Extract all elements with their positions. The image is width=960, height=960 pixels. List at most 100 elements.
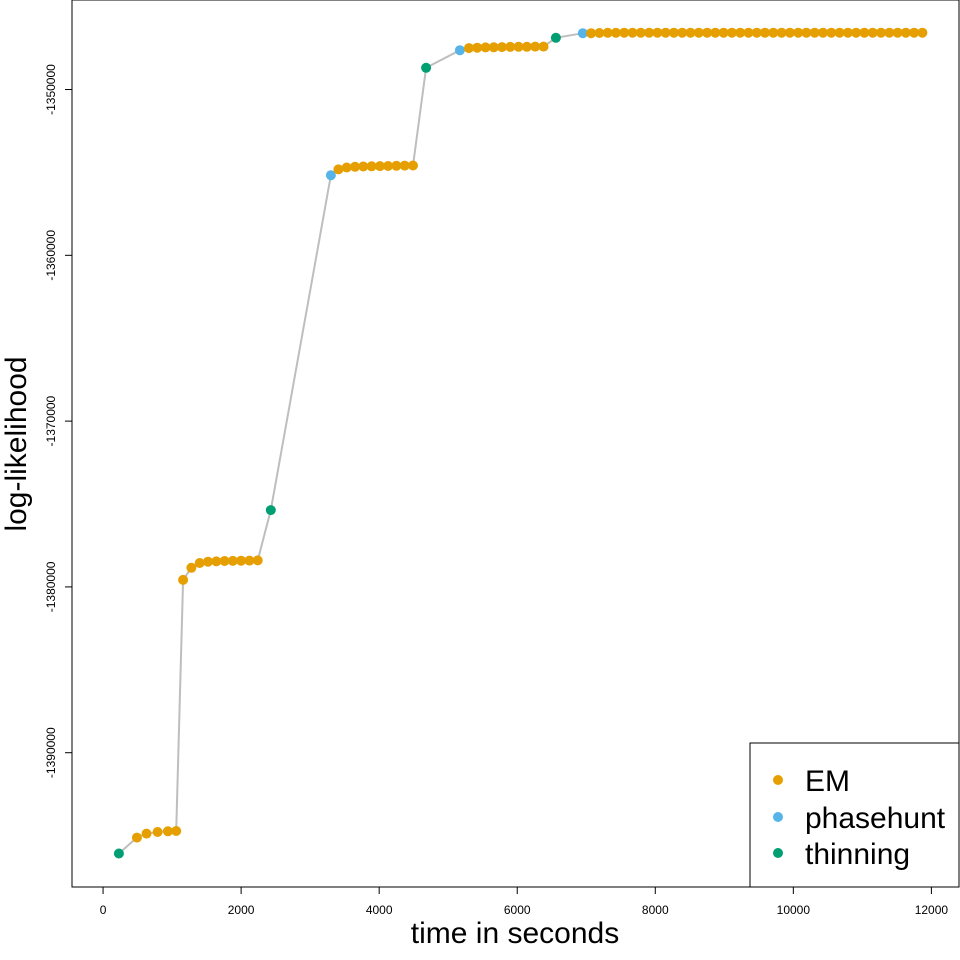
legend-box [749, 742, 960, 888]
data-point-em [480, 42, 491, 53]
data-point-em [350, 161, 360, 172]
data-point-em [505, 41, 516, 52]
data-point-em [186, 562, 197, 573]
data-point-em [867, 27, 878, 38]
data-point-em [586, 28, 597, 39]
data-point-em [203, 556, 213, 567]
legend-em-label: EM [805, 765, 850, 798]
data-point-em [227, 555, 238, 566]
data-point-em [718, 27, 729, 38]
x-tick-label: 6000 [504, 903, 531, 917]
data-point-em [743, 27, 754, 38]
data-point-em [776, 27, 787, 38]
data-point-em [809, 27, 820, 38]
data-point-em [171, 826, 182, 836]
data-point-em [244, 555, 255, 566]
y-axis-title: log-likelihood [0, 356, 33, 531]
legend-phasehunt-swatch [773, 812, 783, 822]
y-tick-label: -1350000 [44, 64, 58, 115]
data-point-em [685, 27, 696, 38]
connector-line [118, 31, 923, 855]
data-point-em [635, 27, 646, 38]
data-point-em [784, 27, 795, 38]
data-point-em [884, 27, 895, 38]
data-point-em [834, 27, 845, 38]
data-point-em [710, 27, 721, 38]
data-point-em [660, 27, 671, 38]
legend-em-swatch [773, 775, 783, 785]
data-point-em [399, 160, 410, 171]
data-point-thinning [421, 62, 432, 73]
data-point-em [333, 164, 344, 175]
data-point-em [131, 832, 142, 843]
data-point-em [358, 161, 369, 172]
y-tick-label: -1380000 [44, 561, 58, 612]
data-point-em [162, 826, 173, 837]
data-point-em [530, 41, 541, 52]
data-point-em [366, 161, 377, 172]
data-point-em [859, 27, 870, 38]
data-point-em [141, 828, 152, 839]
data-point-em [627, 27, 638, 38]
x-tick-label: 12000 [915, 903, 949, 917]
data-point-em [735, 27, 746, 38]
data-point-em [768, 27, 779, 38]
x-tick-label: 4000 [366, 903, 393, 917]
legend-thinning-swatch [773, 848, 783, 858]
data-point-em [472, 42, 483, 53]
data-point-em [892, 27, 903, 38]
data-point-phasehunt [454, 45, 465, 56]
data-point-em [602, 27, 613, 38]
data-point-em [513, 41, 524, 52]
data-point-em [211, 556, 222, 567]
x-tick-label: 10000 [777, 903, 811, 917]
x-tick-label: 2000 [228, 903, 255, 917]
data-point-em [383, 161, 394, 171]
data-point-em [194, 558, 205, 568]
data-point-em [668, 27, 679, 38]
data-point-em [801, 27, 812, 38]
data-point-em [876, 27, 886, 38]
data-point-em [793, 27, 804, 38]
data-point-em [677, 27, 688, 38]
data-point-em [252, 555, 263, 566]
data-point-em [726, 27, 737, 38]
data-point-em [463, 43, 474, 54]
data-point-em [826, 27, 837, 38]
data-point-phasehunt [325, 170, 336, 181]
data-point-em [644, 27, 655, 38]
data-point-em [760, 27, 770, 38]
data-point-em [341, 162, 352, 173]
data-point-em [693, 27, 704, 38]
legend-phasehunt-label: phasehunt [805, 802, 946, 835]
data-point-em [851, 27, 862, 38]
y-axis: -1390000 -1380000 -1370000 -1360000 -1350000 [44, 64, 73, 778]
data-point-em [751, 27, 762, 38]
data-point-em [488, 42, 499, 53]
data-point-em [408, 160, 418, 171]
data-point-em [702, 27, 713, 38]
data-point-em [178, 574, 189, 585]
data-point-em [219, 556, 230, 566]
data-point-thinning [265, 505, 276, 516]
data-point-em [610, 27, 621, 38]
x-tick-label: 8000 [642, 903, 669, 917]
data-point-em [917, 27, 928, 38]
data-point-em [842, 27, 853, 38]
data-point-em [909, 27, 920, 38]
data-point-em [818, 27, 828, 38]
y-tick-label: -1360000 [44, 230, 58, 281]
legend: EM phasehunt thinning [749, 742, 960, 888]
data-point-em [594, 28, 605, 38]
data-point-em [652, 27, 663, 38]
x-axis-title: time in seconds [411, 917, 619, 950]
y-tick-label: -1370000 [44, 395, 58, 446]
data-point-thinning [113, 848, 124, 859]
data-point-em [521, 41, 532, 52]
data-point-em [152, 827, 163, 837]
data-point-thinning [550, 32, 561, 43]
x-axis: 0 2000 4000 6000 8000 10000 12000 [100, 886, 949, 917]
data-point-em [619, 27, 630, 38]
y-tick-label: -1390000 [44, 727, 58, 778]
